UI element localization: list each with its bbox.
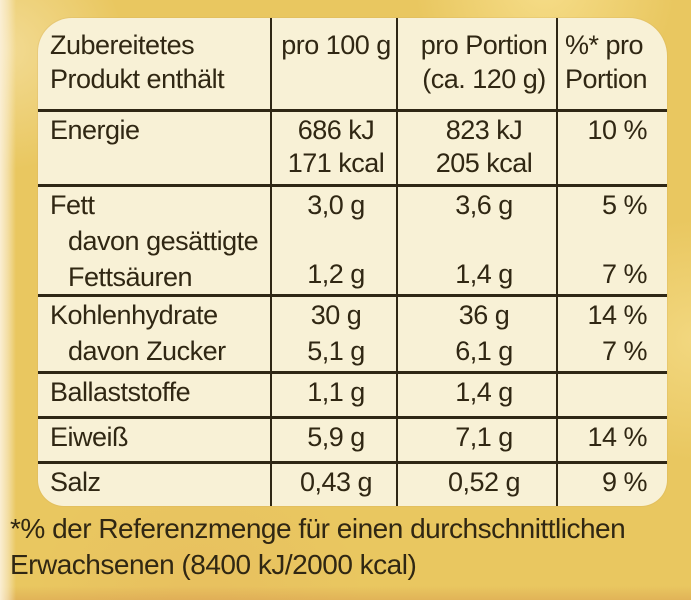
- row-fett-per100: 3,0 g 1,2 g: [271, 185, 397, 295]
- energie-per100-kj: 686 kJ: [297, 115, 375, 145]
- header-per100g: pro 100 g: [271, 18, 397, 110]
- ballaststoffe-per100: 1,1 g: [307, 377, 365, 407]
- fett-sub-line1: davon gesättigte: [68, 226, 259, 256]
- row-energie-portion: 823 kJ 205 kcal: [397, 110, 557, 185]
- nutrition-table-panel: Zubereitetes Produkt enthält pro 100 g p…: [38, 18, 667, 506]
- header-percent: %* pro Portion: [557, 18, 667, 110]
- salz-per100: 0,43 g: [299, 467, 373, 497]
- eiweiss-per100: 5,9 g: [307, 422, 365, 452]
- energie-label: Energie: [50, 115, 140, 145]
- salz-percent: 9 %: [601, 467, 648, 497]
- eiweiss-label: Eiweiß: [50, 422, 129, 452]
- header-portion: pro Portion (ca. 120 g): [397, 18, 557, 110]
- row-eiweiss-per100: 5,9 g: [271, 417, 397, 462]
- header-percent-line2: Portion: [565, 64, 648, 94]
- kohlenhydrate-per100: 30 g: [310, 300, 362, 330]
- row-divider-eiweiss: [38, 461, 667, 464]
- nutrition-table: Zubereitetes Produkt enthält pro 100 g p…: [38, 18, 667, 505]
- row-divider-fett: [38, 294, 667, 297]
- fettsaeuren-portion: 1,4 g: [455, 259, 513, 289]
- column-divider-2: [396, 18, 398, 506]
- fettsaeuren-percent: 7 %: [601, 259, 648, 289]
- eiweiss-portion: 7,1 g: [455, 422, 513, 452]
- row-divider-header: [38, 109, 667, 112]
- fett-sub-line2: Fettsäuren: [68, 262, 193, 292]
- row-kohlenhydrate-portion: 36 g 6,1 g: [397, 295, 557, 372]
- header-portion-line1: pro Portion: [420, 30, 548, 60]
- fett-percent: 5 %: [601, 190, 648, 220]
- row-kohlenhydrate-label: Kohlenhydrate davon Zucker: [38, 295, 271, 372]
- kohlenhydrate-portion: 36 g: [458, 300, 510, 330]
- energie-portion-kcal: 205 kcal: [435, 148, 533, 178]
- header-product: Zubereitetes Produkt enthält: [38, 18, 271, 110]
- row-salz-portion: 0,52 g: [397, 462, 557, 505]
- header-product-line1: Zubereitetes: [50, 30, 195, 60]
- eiweiss-percent: 14 %: [587, 422, 647, 452]
- header-percent-line1: %* pro: [565, 30, 644, 60]
- zucker-portion: 6,1 g: [455, 336, 513, 366]
- column-divider-1: [270, 18, 272, 506]
- kohlenhydrate-percent: 14 %: [587, 300, 647, 330]
- row-kohlenhydrate-per100: 30 g 5,1 g: [271, 295, 397, 372]
- row-energie-percent: 10 %: [557, 110, 667, 185]
- salz-label: Salz: [50, 467, 101, 497]
- energie-portion-kj: 823 kJ: [445, 115, 523, 145]
- fett-per100: 3,0 g: [307, 190, 365, 220]
- energie-percent: 10 %: [587, 115, 647, 145]
- row-energie-per100: 686 kJ 171 kcal: [271, 110, 397, 185]
- header-portion-line2: (ca. 120 g): [422, 64, 546, 94]
- header-per100g-label: pro 100 g: [281, 30, 391, 60]
- row-fett-portion: 3,6 g 1,4 g: [397, 185, 557, 295]
- fettsaeuren-per100: 1,2 g: [307, 259, 365, 289]
- row-salz-label: Salz: [38, 462, 271, 505]
- ballaststoffe-label: Ballaststoffe: [50, 377, 191, 407]
- row-eiweiss-label: Eiweiß: [38, 417, 271, 462]
- footnote-line1: *% der Referenzmenge für einen durchschn…: [10, 513, 626, 544]
- row-ballaststoffe-label: Ballaststoffe: [38, 372, 271, 417]
- row-salz-percent: 9 %: [557, 462, 667, 505]
- kohlenhydrate-label: Kohlenhydrate: [50, 300, 218, 330]
- row-divider-kohlenhydrate: [38, 371, 667, 374]
- row-kohlenhydrate-percent: 14 % 7 %: [557, 295, 667, 372]
- column-divider-3: [556, 18, 558, 506]
- row-eiweiss-percent: 14 %: [557, 417, 667, 462]
- row-divider-ballaststoffe: [38, 416, 667, 419]
- zucker-label: davon Zucker: [68, 336, 226, 366]
- reference-footnote: *% der Referenzmenge für einen durchschn…: [10, 511, 682, 583]
- row-ballaststoffe-percent: [557, 372, 667, 417]
- zucker-per100: 5,1 g: [307, 336, 365, 366]
- salz-portion: 0,52 g: [447, 467, 521, 497]
- footnote-line2: Erwachsenen (8400 kJ/2000 kcal): [10, 549, 417, 580]
- row-energie-label: Energie: [38, 110, 271, 185]
- row-eiweiss-portion: 7,1 g: [397, 417, 557, 462]
- row-fett-percent: 5 % 7 %: [557, 185, 667, 295]
- fett-portion: 3,6 g: [455, 190, 513, 220]
- row-divider-energie: [38, 184, 667, 187]
- row-fett-label: Fett davon gesättigte Fettsäuren: [38, 185, 271, 295]
- header-product-line2: Produkt enthält: [50, 64, 225, 94]
- row-salz-per100: 0,43 g: [271, 462, 397, 505]
- ballaststoffe-portion: 1,4 g: [455, 377, 513, 407]
- zucker-percent: 7 %: [601, 336, 648, 366]
- energie-per100-kcal: 171 kcal: [287, 148, 385, 178]
- fett-label: Fett: [50, 190, 95, 220]
- row-ballaststoffe-per100: 1,1 g: [271, 372, 397, 417]
- row-ballaststoffe-portion: 1,4 g: [397, 372, 557, 417]
